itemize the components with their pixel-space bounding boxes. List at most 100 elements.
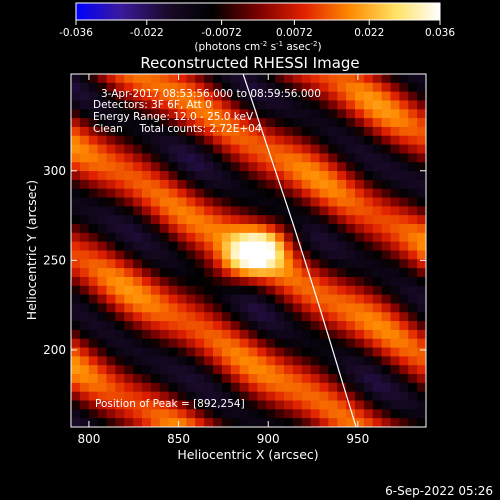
heatmap-cell [346, 162, 356, 172]
heatmap-cell [248, 347, 258, 357]
heatmap-cell [248, 365, 258, 375]
heatmap-cell [372, 162, 383, 172]
heatmap-cell [106, 171, 116, 181]
x-tick-label: 900 [257, 432, 280, 446]
heatmap-cell [106, 153, 116, 163]
heatmap-cell [301, 250, 312, 260]
heatmap-cell [186, 312, 196, 322]
heatmap-cell [124, 171, 134, 181]
heatmap-cell [239, 418, 250, 427]
heatmap-cell [115, 82, 125, 93]
heatmap-cell [88, 356, 99, 366]
heatmap-cell [346, 268, 356, 278]
heatmap-cell [319, 162, 329, 172]
heatmap-cell [97, 365, 108, 375]
heatmap-cell [337, 197, 347, 207]
heatmap-cell [248, 224, 258, 234]
heatmap-cell [142, 268, 152, 278]
heatmap-cell [417, 109, 426, 119]
heatmap-cell [168, 303, 179, 313]
heatmap-cell [168, 321, 179, 331]
heatmap-cell [390, 215, 400, 225]
heatmap-cell [292, 276, 303, 287]
heatmap-cell [310, 91, 321, 102]
heatmap-cell [177, 126, 187, 137]
heatmap-cell [399, 215, 409, 225]
heatmap-cell [399, 294, 409, 305]
heatmap-cell [292, 241, 303, 252]
heatmap-cell [417, 162, 426, 172]
heatmap-cell [168, 91, 179, 102]
heatmap-cell [310, 74, 321, 84]
heatmap-cell [417, 232, 426, 243]
heatmap-cell [284, 285, 294, 296]
heatmap-cell [399, 224, 409, 234]
heatmap-cell [372, 126, 383, 137]
heatmap-cell [79, 144, 90, 155]
heatmap-cell [79, 338, 90, 349]
heatmap-cell [159, 135, 170, 146]
heatmap-cell [142, 144, 152, 155]
heatmap-cell [71, 338, 81, 349]
heatmap-cell [319, 321, 329, 331]
heatmap-cell [381, 74, 392, 84]
heatmap-cell [239, 188, 250, 199]
heatmap-cell [390, 179, 400, 190]
heatmap-cell [417, 135, 426, 146]
heatmap-cell [372, 91, 383, 102]
heatmap-cell [177, 100, 187, 110]
heatmap-cell [337, 241, 347, 252]
heatmap-cell [390, 303, 400, 313]
heatmap-cell [363, 294, 374, 305]
heatmap-cell [79, 329, 90, 340]
heatmap-cell [115, 338, 125, 349]
heatmap-cell [142, 338, 152, 349]
heatmap-cell [355, 206, 365, 216]
heatmap-cell [417, 74, 426, 84]
heatmap-cell [239, 82, 250, 93]
heatmap-cell [106, 144, 116, 155]
heatmap-cell [399, 250, 409, 260]
heatmap-cell [124, 338, 134, 349]
heatmap-cell [284, 382, 294, 393]
heatmap-cell [399, 400, 409, 410]
heatmap-cell [97, 232, 108, 243]
heatmap-cell [115, 374, 125, 384]
heatmap-cell [221, 391, 232, 402]
heatmap-cell [355, 188, 365, 199]
heatmap-cell [355, 276, 365, 287]
heatmap-cell [328, 126, 338, 137]
heatmap-cell [71, 74, 81, 84]
heatmap-cell [71, 109, 81, 119]
heatmap-cell [195, 347, 205, 357]
heatmap-cell [390, 241, 400, 252]
heatmap-cell [221, 409, 232, 419]
heatmap-cell [177, 118, 187, 128]
heatmap-cell [97, 144, 108, 155]
heatmap-cell [381, 382, 392, 393]
heatmap-cell [399, 374, 409, 384]
heatmap-cell [150, 356, 161, 366]
heatmap-cell [230, 285, 241, 296]
heatmap-cell [133, 276, 143, 287]
heatmap-cell [363, 197, 374, 207]
heatmap-cell [275, 82, 285, 93]
heatmap-cell [71, 347, 81, 357]
heatmap-cell [79, 74, 90, 84]
heatmap-cell [213, 224, 223, 234]
heatmap-cell [168, 409, 179, 419]
heatmap-cell [106, 321, 116, 331]
heatmap-cell [168, 241, 179, 252]
heatmap-cell [399, 144, 409, 155]
heatmap-cell [79, 206, 90, 216]
heatmap-cell [79, 162, 90, 172]
heatmap-cell [133, 268, 143, 278]
heatmap-cell [115, 382, 125, 393]
heatmap-cell [257, 259, 267, 269]
heatmap-cell [159, 162, 170, 172]
heatmap-cell [79, 215, 90, 225]
heatmap-cell [381, 126, 392, 137]
heatmap-cell [319, 215, 329, 225]
heatmap-cell [248, 276, 258, 287]
heatmap-cell [79, 259, 90, 269]
